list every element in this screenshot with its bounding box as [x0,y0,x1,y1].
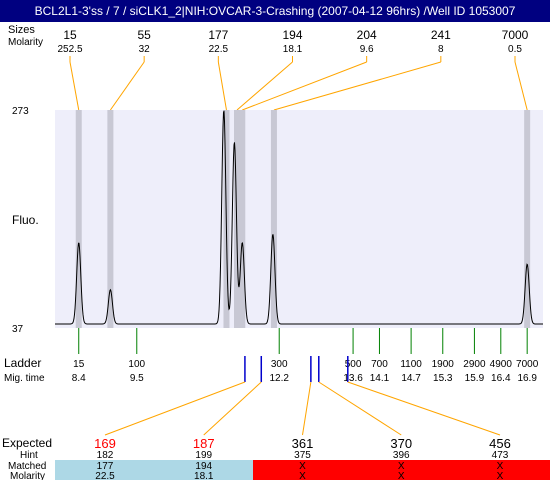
peak-connector [109,61,145,111]
peak-connector [242,61,367,111]
peak-band [270,110,277,328]
peak-connectors [69,56,528,111]
ladder-size: 500 [345,359,362,370]
fluorescence-trace [55,110,543,325]
expected-size: 361 [292,436,314,451]
matched-row-label: Matched [8,461,46,472]
top-peak-size: 204 [357,28,377,42]
ladder-row-label: Ladder [4,356,41,370]
ladder-mig-time: 14.7 [401,373,421,384]
molarity-value: 22.5 [95,471,115,480]
ladder-mig-time: 14.1 [370,373,390,384]
matched-value: X [299,461,306,472]
expected-connector [347,381,501,436]
hint-value: 182 [97,450,114,461]
peak-connector [273,61,441,111]
top-peak-molarity: 8 [438,44,444,55]
ladder-size: 1900 [432,359,455,370]
hint-value: 396 [393,450,410,461]
ladder-mig-time: 9.5 [130,373,144,384]
peak-band [239,110,246,328]
peak-connector [236,61,293,111]
fluo-axis-label: Fluo. [12,213,39,227]
expected-size: 169 [94,436,116,451]
top-peak-molarity: 252.5 [57,44,82,55]
molarity-row-label: Molarity [8,37,43,48]
ladder-mig-time: 15.9 [465,373,485,384]
peak-connector [217,61,227,111]
sizes-row-label: Sizes [8,24,35,36]
top-peak-size: 7000 [502,28,529,42]
matched-value: 194 [195,461,212,472]
hint-row-label: Hint [20,450,38,461]
expected-size: 187 [193,436,215,451]
ladder-mig-time: 15.3 [433,373,453,384]
molarity-value: 18.1 [194,471,214,480]
ladder-size: 4900 [490,359,513,370]
y-axis-bottom-label: 37 [12,324,24,335]
ladder-markers: 15 8.4 100 9.5 300 12.2 500 13.6 700 14.1 1100 14.7… [72,328,539,384]
ladder-size: 1100 [400,359,422,370]
matched-value: X [398,461,405,472]
top-peak-molarity: 0.5 [508,44,522,55]
expected-connector [318,381,402,436]
expected-connector [302,381,312,436]
expected-row-label: Expected [2,436,52,450]
top-peak-molarity: 9.6 [360,44,374,55]
ladder-size: 2900 [463,359,486,370]
molarity-value: X [398,471,405,480]
matched-value: X [497,461,504,472]
unmatched-background [253,460,550,480]
expected-connector [203,381,262,436]
peak-connector [69,61,80,111]
expected-size: 456 [489,436,511,451]
top-peak-molarity: 18.1 [283,44,303,55]
expected-size: 370 [390,436,412,451]
top-peak-size: 15 [63,28,77,42]
top-peak-labels: 15 252.5 55 32 177 22.5 194 18.1 204 9.6 241 8 7000 0… [57,28,528,55]
hint-value: 375 [294,450,311,461]
expected-markers [104,356,501,436]
ladder-mig-time: 16.4 [491,373,511,384]
expected-connector [104,381,246,436]
peak-connector [514,61,528,111]
top-peak-size: 55 [137,28,151,42]
window-title: BCL2L1-3'ss / 7 / siCLK1_2|NIH:OVCAR-3-C… [0,0,550,22]
top-peak-molarity: 22.5 [209,44,229,55]
hint-value: 473 [492,450,509,461]
plot-area [55,110,543,328]
ladder-size: 7000 [516,359,539,370]
top-peak-size: 177 [208,28,228,42]
expected-table: 16918217722.518719919418.1361375XX370396… [55,436,550,480]
ladder-size: 300 [271,359,288,370]
hint-value: 199 [195,450,212,461]
ladder-mig-time: 8.4 [72,373,86,384]
ladder-mig-time: 16.9 [517,373,537,384]
peak-band [75,110,82,328]
ladder-mig-time: 13.6 [343,373,363,384]
ladder-mig-time: 12.2 [269,373,289,384]
ladder-size: 15 [73,359,85,370]
peak-band [524,110,531,328]
ladder-size: 700 [371,359,388,370]
peak-band [107,110,114,328]
mig-time-row-label: Mig. time [4,373,45,384]
top-peak-size: 241 [431,28,451,42]
top-peak-size: 194 [282,28,302,42]
matched-value: 177 [97,461,114,472]
top-peak-molarity: 32 [139,44,151,55]
molarity-value: X [497,471,504,480]
matched-background [55,460,253,480]
ladder-size: 100 [128,359,145,370]
y-axis-top-label: 273 [12,106,29,117]
molarity-value: X [299,471,306,480]
molarity-bottom-row-label: Molarity [10,471,45,480]
